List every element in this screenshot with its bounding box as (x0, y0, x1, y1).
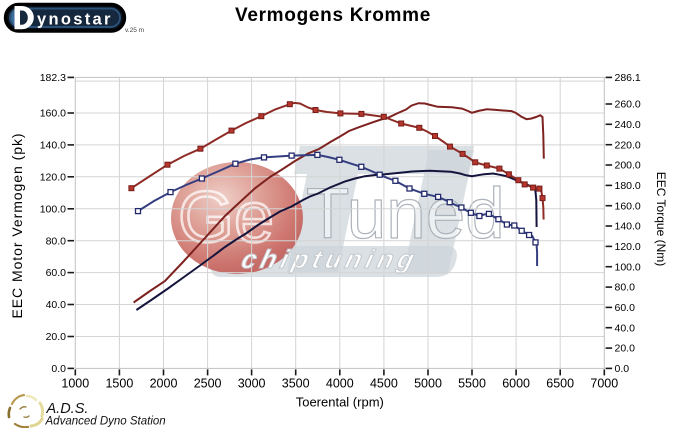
svg-text:1000: 1000 (61, 377, 89, 391)
svg-text:286.1: 286.1 (615, 72, 641, 84)
svg-text:40.0: 40.0 (615, 322, 636, 334)
svg-text:80.0: 80.0 (615, 282, 636, 294)
svg-text:chiptuning: chiptuning (239, 244, 422, 274)
svg-text:100.0: 100.0 (615, 261, 641, 273)
svg-text:260.0: 260.0 (615, 99, 641, 111)
svg-text:40.0: 40.0 (46, 299, 67, 311)
svg-text:7000: 7000 (590, 377, 618, 391)
svg-text:60.0: 60.0 (615, 302, 636, 314)
svg-text:5500: 5500 (458, 377, 486, 391)
svg-text:0.0: 0.0 (51, 363, 66, 375)
svg-text:Vermogens Kromme: Vermogens Kromme (235, 5, 431, 26)
svg-text:2000: 2000 (150, 377, 178, 391)
svg-text:2500: 2500 (194, 377, 222, 391)
svg-text:140.0: 140.0 (615, 221, 641, 233)
svg-text:140.0: 140.0 (40, 140, 66, 152)
svg-text:20.0: 20.0 (46, 331, 67, 343)
svg-text:160.0: 160.0 (615, 200, 641, 212)
svg-text:ynostar: ynostar (37, 11, 113, 29)
svg-text:5000: 5000 (414, 377, 442, 391)
svg-text:v.25 m: v.25 m (125, 27, 144, 34)
svg-text:A.D.S.: A.D.S. (46, 401, 89, 417)
svg-text:EEC Torque (Nm): EEC Torque (Nm) (654, 172, 668, 266)
svg-text:4500: 4500 (370, 377, 398, 391)
svg-text:220.0: 220.0 (615, 139, 641, 151)
svg-text:200.0: 200.0 (615, 160, 641, 172)
svg-text:Advanced Dyno Station: Advanced Dyno Station (45, 416, 166, 428)
svg-text:20.0: 20.0 (615, 343, 636, 355)
svg-text:0.0: 0.0 (615, 363, 630, 375)
svg-text:EEC Motor Vermogen (pk): EEC Motor Vermogen (pk) (9, 132, 25, 318)
svg-text:120.0: 120.0 (40, 171, 66, 183)
svg-text:160.0: 160.0 (40, 108, 66, 120)
svg-text:Toerental (rpm): Toerental (rpm) (296, 395, 384, 410)
svg-text:3000: 3000 (238, 377, 266, 391)
svg-text:1500: 1500 (105, 377, 133, 391)
svg-text:6500: 6500 (546, 377, 574, 391)
svg-text:60.0: 60.0 (46, 267, 67, 279)
svg-text:240.0: 240.0 (615, 119, 641, 131)
svg-text:3500: 3500 (282, 377, 310, 391)
svg-text:120.0: 120.0 (615, 241, 641, 253)
svg-text:182.3: 182.3 (40, 72, 66, 84)
svg-text:80.0: 80.0 (46, 235, 67, 247)
svg-text:180.0: 180.0 (615, 180, 641, 192)
svg-text:4000: 4000 (326, 377, 354, 391)
svg-text:100.0: 100.0 (40, 203, 66, 215)
svg-text:6000: 6000 (502, 377, 530, 391)
